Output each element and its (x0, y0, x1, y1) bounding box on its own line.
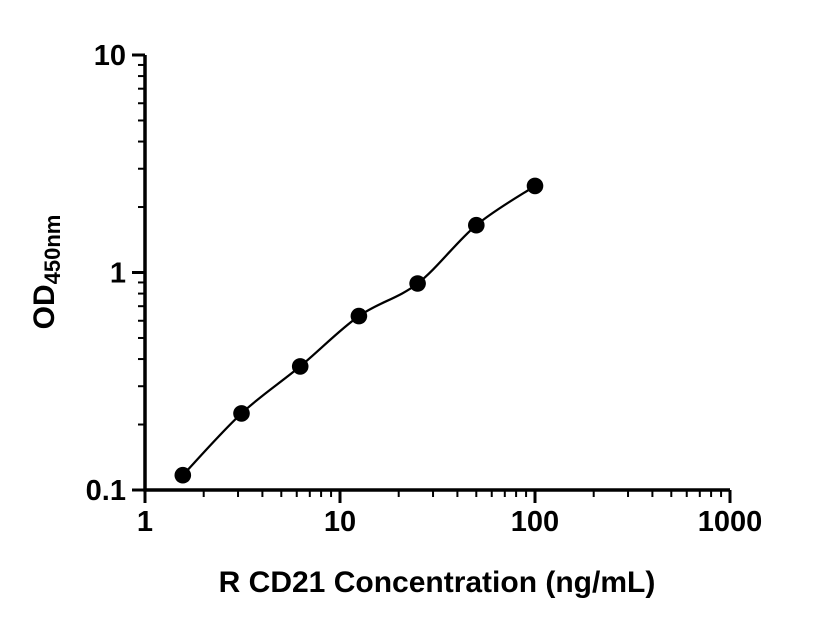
x-tick-label: 100 (511, 506, 559, 538)
y-axis-title-sub: 450nm (40, 214, 65, 285)
y-tick-label: 0.1 (86, 475, 126, 507)
axis-frame (143, 55, 730, 492)
data-point (233, 405, 250, 422)
data-point (409, 275, 426, 292)
data-point (526, 177, 544, 195)
x-axis-title: R CD21 Concentration (ng/mL) (218, 566, 656, 599)
y-tick-label: 1 (110, 258, 126, 290)
y-tick-label: 10 (94, 40, 126, 72)
data-point (350, 307, 368, 325)
data-point (174, 466, 192, 484)
y-axis-title-main: OD (28, 284, 61, 330)
x-tick-label: 1000 (698, 506, 763, 538)
x-tick-label: 10 (324, 506, 356, 538)
data-point (468, 216, 485, 234)
y-axis-title: OD450nm (28, 215, 66, 330)
data-point (291, 358, 309, 375)
x-tick-label: 1 (137, 506, 153, 538)
